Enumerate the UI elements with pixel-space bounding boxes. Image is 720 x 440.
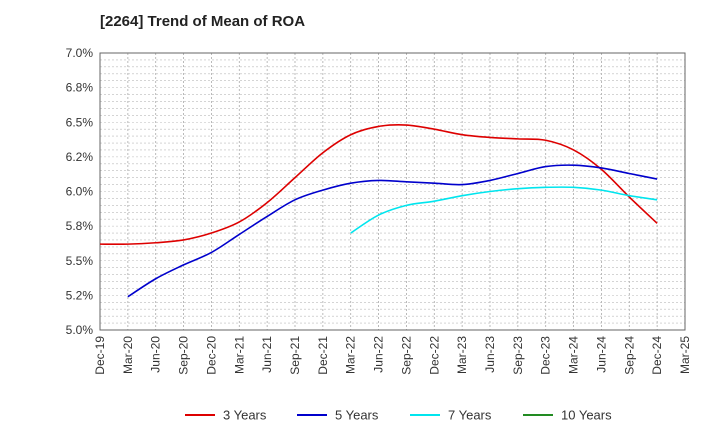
x-tick-label: Sep-21 xyxy=(288,336,302,375)
x-tick-label: Dec-22 xyxy=(427,336,441,375)
x-tick-label: Jun-24 xyxy=(594,336,608,373)
y-tick-label: 5.0% xyxy=(66,323,94,337)
x-tick-label: Sep-23 xyxy=(511,336,525,375)
x-tick-label: Dec-24 xyxy=(650,336,664,375)
legend-label-7-years: 7 Years xyxy=(448,408,492,423)
y-tick-label: 5.5% xyxy=(66,254,94,268)
x-tick-label: Sep-24 xyxy=(622,336,636,375)
legend-label-10-years: 10 Years xyxy=(561,408,612,423)
series-lines xyxy=(99,124,658,298)
legend-label-3-years: 3 Years xyxy=(223,408,267,423)
x-tick-label: Jun-22 xyxy=(372,336,386,373)
x-tick-label: Sep-22 xyxy=(399,336,413,375)
x-tick-label: Jun-20 xyxy=(149,336,163,373)
plot-area xyxy=(99,52,686,331)
x-tick-label: Mar-24 xyxy=(567,336,581,374)
grid xyxy=(99,52,686,331)
chart-title: [2264] Trend of Mean of ROA xyxy=(100,13,306,30)
x-tick-label: Mar-22 xyxy=(344,336,358,374)
x-tick-label: Mar-20 xyxy=(121,336,135,374)
series-line-7-years xyxy=(350,186,658,234)
x-tick-label: Dec-23 xyxy=(539,336,553,375)
legend-label-5-years: 5 Years xyxy=(335,408,379,423)
legend: 3 Years 5 Years 7 Years 10 Years xyxy=(185,408,612,423)
y-tick-label: 6.2% xyxy=(66,150,94,164)
x-tick-label: Dec-19 xyxy=(93,336,107,375)
x-tick-label: Jun-21 xyxy=(260,336,274,373)
y-axis: 5.0% 5.2% 5.5% 5.8% 6.0% 6.2% 6.5% 6.8% 7.0% xyxy=(66,46,94,337)
x-tick-label: Sep-20 xyxy=(177,336,191,375)
x-tick-label: Dec-21 xyxy=(316,336,330,375)
series-line-5-years xyxy=(127,164,658,298)
series-line-3-years xyxy=(99,124,658,246)
y-tick-label: 7.0% xyxy=(66,46,94,60)
y-tick-label: 5.8% xyxy=(66,219,94,233)
x-axis: Dec-19 Mar-20 Jun-20 Sep-20 Dec-20 Mar-21 Jun-… xyxy=(93,336,692,375)
x-tick-label: Mar-25 xyxy=(678,336,692,374)
x-tick-label: Mar-23 xyxy=(455,336,469,374)
y-tick-label: 6.5% xyxy=(66,115,94,129)
x-tick-label: Mar-21 xyxy=(232,336,246,374)
x-tick-label: Jun-23 xyxy=(483,336,497,373)
y-tick-label: 6.0% xyxy=(66,185,94,199)
y-tick-label: 5.2% xyxy=(66,288,94,302)
y-tick-label: 6.8% xyxy=(66,81,94,95)
x-tick-label: Dec-20 xyxy=(204,336,218,375)
